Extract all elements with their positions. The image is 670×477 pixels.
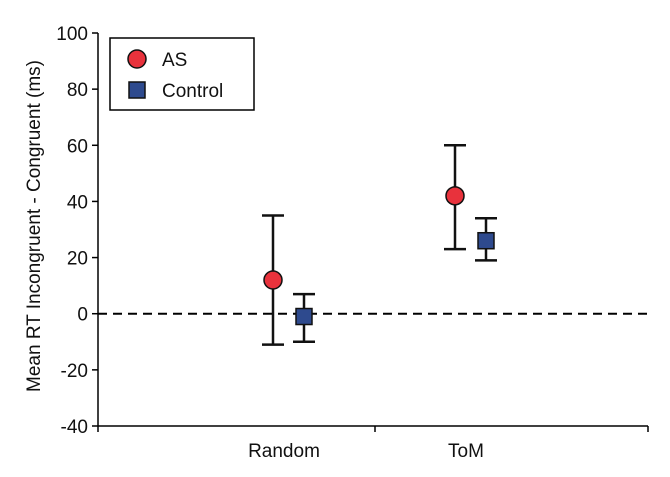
- x-category-label: ToM: [448, 441, 484, 462]
- y-tick-label: 0: [77, 305, 88, 326]
- y-tick-label: -40: [61, 417, 88, 438]
- y-tick-label: -20: [61, 361, 88, 382]
- y-tick-label: 80: [67, 80, 88, 101]
- legend-marker-as: [127, 49, 147, 69]
- y-tick-label: 20: [67, 249, 88, 270]
- legend-label-control: Control: [162, 81, 223, 102]
- data-point-as: [445, 186, 465, 206]
- y-tick-label: 100: [56, 24, 88, 45]
- axes: -40 -20 0 20 40 60 80 100 Random ToM: [56, 24, 649, 462]
- legend-marker-control: [128, 81, 146, 99]
- y-tick-label: 60: [67, 136, 88, 157]
- data-point-control: [295, 307, 313, 326]
- data-point-control: [477, 231, 495, 250]
- y-axis-label: Mean RT Incongruent - Congruent (ms): [24, 60, 45, 392]
- data-marks: [262, 144, 497, 346]
- x-category-label: Random: [248, 441, 320, 462]
- legend-label-as: AS: [162, 50, 187, 71]
- y-tick-label: 40: [67, 192, 88, 213]
- data-point-as: [263, 270, 283, 290]
- legend: AS Control: [109, 37, 255, 111]
